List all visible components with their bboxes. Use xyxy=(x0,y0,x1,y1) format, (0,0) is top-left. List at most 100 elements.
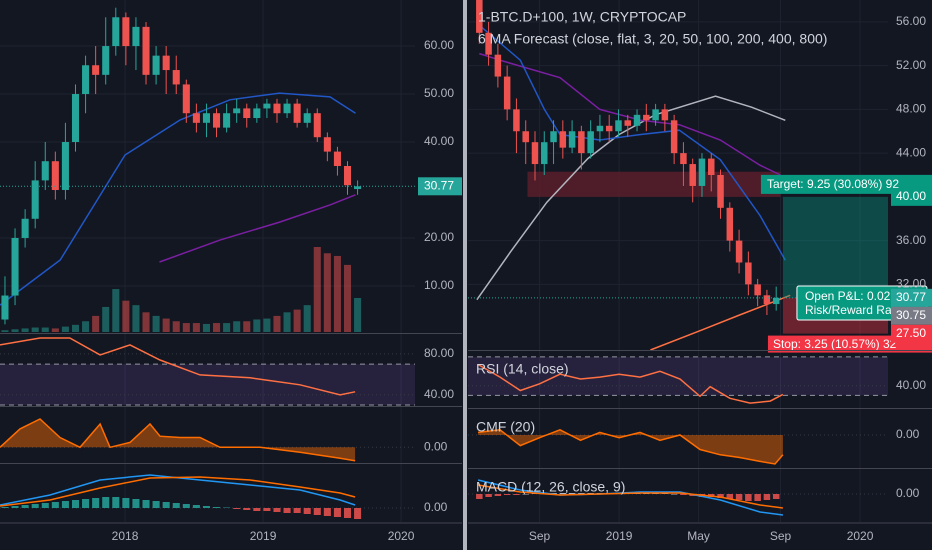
histogram-bar xyxy=(202,506,210,508)
histogram-bar xyxy=(112,497,120,508)
histogram-bar xyxy=(31,504,39,508)
price-axis-box xyxy=(891,187,932,206)
y-tick-label: 20.00 xyxy=(424,230,454,244)
histogram-bar xyxy=(745,494,752,501)
candle-body xyxy=(568,131,576,148)
candle-body xyxy=(283,103,291,114)
volume-bar xyxy=(61,326,69,332)
candle-body xyxy=(172,70,180,85)
histogram-bar xyxy=(717,494,724,498)
candle-body xyxy=(92,65,100,75)
histogram-bar xyxy=(122,498,130,508)
histogram-bar xyxy=(142,500,150,508)
indicator-line xyxy=(477,363,784,404)
target-zone xyxy=(782,196,888,299)
candle-body xyxy=(763,295,771,305)
histogram-bar xyxy=(21,505,29,508)
candle-body xyxy=(303,113,311,123)
histogram-bar xyxy=(82,499,90,508)
moving-average xyxy=(159,194,356,263)
histogram-bar xyxy=(568,493,576,494)
moving-average xyxy=(0,92,356,306)
x-tick-label: Sep xyxy=(529,529,551,543)
candle-body xyxy=(643,114,650,121)
histogram-bar xyxy=(763,494,771,500)
histogram-bar xyxy=(578,493,585,494)
volume-bar xyxy=(82,321,90,332)
candle-body xyxy=(689,164,696,186)
candle-body xyxy=(596,125,604,132)
histogram-bar xyxy=(61,501,69,508)
histogram-bar xyxy=(172,503,180,508)
indicator-line xyxy=(478,428,784,465)
moving-average xyxy=(650,294,791,351)
candle-body xyxy=(132,26,140,47)
candle-body xyxy=(680,153,687,165)
y-tick-label: 56.00 xyxy=(896,14,926,28)
candle-body xyxy=(333,151,341,166)
histogram-bar xyxy=(132,499,140,508)
stop-label-box xyxy=(767,335,932,353)
volume-bar xyxy=(102,306,110,332)
histogram-bar xyxy=(253,508,261,511)
candle-body xyxy=(652,109,659,121)
price-axis-label: 30.77 xyxy=(896,290,926,304)
histogram-bar xyxy=(92,498,100,508)
volume-bar xyxy=(152,315,160,332)
volume-bar xyxy=(213,323,221,332)
volume-bar xyxy=(11,329,19,332)
histogram-bar xyxy=(11,506,19,508)
histogram-bar xyxy=(670,494,678,495)
indicator-line xyxy=(477,479,783,516)
histogram-bar xyxy=(772,494,780,499)
histogram-bar xyxy=(213,507,221,508)
volume-bar xyxy=(223,323,231,332)
candle-body xyxy=(541,142,548,165)
candle-body xyxy=(152,55,160,75)
x-tick-label: 2020 xyxy=(847,529,874,543)
volume-bar xyxy=(313,247,321,332)
candle-body xyxy=(71,94,80,143)
indicator-line xyxy=(0,474,356,506)
histogram-bar xyxy=(273,508,281,512)
target-label-box xyxy=(760,174,932,194)
candle-body xyxy=(213,113,221,128)
volume-bar xyxy=(343,264,352,332)
candle-body xyxy=(513,109,520,132)
candle-body xyxy=(61,142,69,190)
candle-body xyxy=(550,131,557,143)
price-axis-box xyxy=(891,288,932,307)
x-tick-label: May xyxy=(687,529,710,543)
candle-body xyxy=(142,26,150,75)
pane-tick-label: 40.00 xyxy=(896,378,926,392)
volume-bar xyxy=(142,312,150,332)
volume-bar xyxy=(41,327,49,332)
candle-body xyxy=(182,84,190,114)
price-axis-box xyxy=(891,306,932,325)
candle-body xyxy=(503,76,511,110)
volume-bar xyxy=(112,289,120,332)
histogram-bar xyxy=(162,502,170,508)
candle-body xyxy=(633,114,641,126)
histogram-bar xyxy=(223,507,231,508)
volume-bar xyxy=(293,309,301,332)
histogram-bar xyxy=(754,494,761,501)
price-axis-box xyxy=(418,177,462,196)
candle-body xyxy=(21,218,29,238)
volume-bar xyxy=(243,321,251,332)
volume-bar xyxy=(92,315,100,332)
candle-body xyxy=(772,297,780,305)
pnl-label: Open P&L: 0.02 xyxy=(805,289,891,303)
histogram-bar xyxy=(233,508,241,509)
candle-body xyxy=(476,0,483,33)
volume-bar xyxy=(192,323,200,332)
candle-body xyxy=(202,113,210,123)
y-tick-label: 50.00 xyxy=(424,86,454,100)
volume-bar xyxy=(71,324,80,332)
x-tick-label: Sep xyxy=(770,529,792,543)
volume-bar xyxy=(333,255,341,332)
candle-body xyxy=(494,54,502,77)
candle-body xyxy=(735,240,743,263)
volume-bar xyxy=(273,315,281,332)
y-tick-label: 60.00 xyxy=(424,38,454,52)
